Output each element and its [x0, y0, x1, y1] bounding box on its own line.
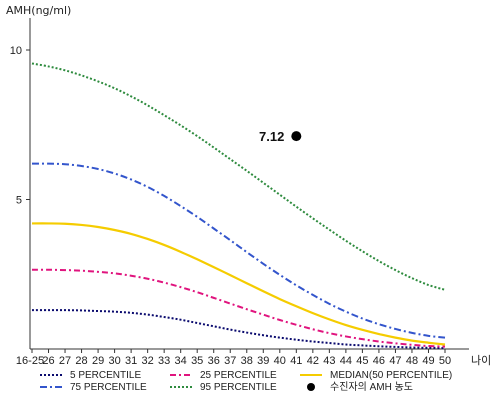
y-tick-label: 5 — [16, 195, 22, 207]
x-tick-label: 28 — [75, 355, 87, 367]
legend-label: MEDIAN(50 PERCENTILE) — [330, 370, 452, 381]
x-tick-label: 42 — [307, 355, 319, 367]
x-tick-label: 26 — [42, 355, 54, 367]
x-tick-label: 33 — [158, 355, 170, 367]
legend-label: 95 PERCENTILE — [200, 382, 277, 393]
legend-marker-swatch — [307, 383, 315, 391]
patient-amh-point — [291, 131, 302, 142]
x-tick-label: 38 — [241, 355, 253, 367]
x-tick-label: 37 — [224, 355, 236, 367]
x-axis-title: 나이 — [471, 354, 491, 367]
series-line-95-percentile — [31, 62, 446, 291]
x-tick-label: 35 — [191, 355, 203, 367]
x-tick-label: 16-25 — [16, 355, 44, 367]
y-ticks: 5 10 — [10, 45, 30, 207]
x-tick-label: 41 — [290, 355, 302, 367]
x-tick-label: 39 — [257, 355, 269, 367]
series-line-75-percentile — [31, 162, 446, 339]
x-tick-label: 30 — [108, 355, 120, 367]
x-tick-label: 34 — [175, 355, 187, 367]
series-line-5-percentile — [32, 309, 446, 350]
patient-amh-value-label: 7.12 — [259, 129, 284, 144]
legend: 5 PERCENTILE 25 PERCENTILE MEDIAN(50 PERCE… — [40, 370, 452, 393]
axes — [29, 18, 469, 350]
x-tick-label: 46 — [373, 355, 385, 367]
x-tick-label: 36 — [208, 355, 220, 367]
x-tick-label: 44 — [340, 355, 352, 367]
legend-label: 25 PERCENTILE — [200, 370, 277, 381]
x-tick-label: 49 — [422, 355, 434, 367]
y-axis-title: AMH(ng/ml) — [6, 4, 71, 17]
x-tick-label: 32 — [142, 355, 154, 367]
series-line-median-50-percentile — [31, 222, 446, 346]
x-tick-label: 40 — [274, 355, 286, 367]
x-tick-label: 50 — [439, 355, 451, 367]
x-tick-label: 48 — [406, 355, 418, 367]
x-tick-label: 47 — [389, 355, 401, 367]
legend-label: 5 PERCENTILE — [70, 370, 141, 381]
x-tick-label: 27 — [59, 355, 71, 367]
x-tick-label: 31 — [125, 355, 137, 367]
legend-marker-label: 수진자의 AMH 농도 — [330, 381, 413, 393]
x-tick-label: 45 — [356, 355, 368, 367]
x-tick-label: 29 — [92, 355, 104, 367]
legend-label: 75 PERCENTILE — [70, 382, 147, 393]
series-line-25-percentile — [31, 268, 446, 348]
y-tick-label: 10 — [10, 45, 22, 57]
x-tick-label: 43 — [323, 355, 335, 367]
series-lines — [31, 62, 446, 350]
patient-marker: 7.12 — [259, 129, 302, 144]
